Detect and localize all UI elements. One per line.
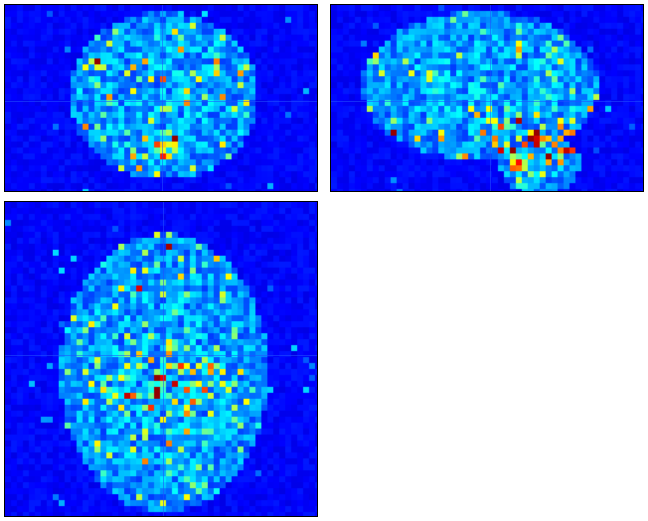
- coronal-view-panel[interactable]: [4, 4, 318, 192]
- axial-brain-map[interactable]: [5, 202, 317, 516]
- axial-view-panel[interactable]: [4, 201, 318, 517]
- coronal-brain-map[interactable]: [5, 5, 317, 191]
- sagittal-brain-map[interactable]: [331, 5, 643, 191]
- sagittal-view-panel[interactable]: [330, 4, 644, 192]
